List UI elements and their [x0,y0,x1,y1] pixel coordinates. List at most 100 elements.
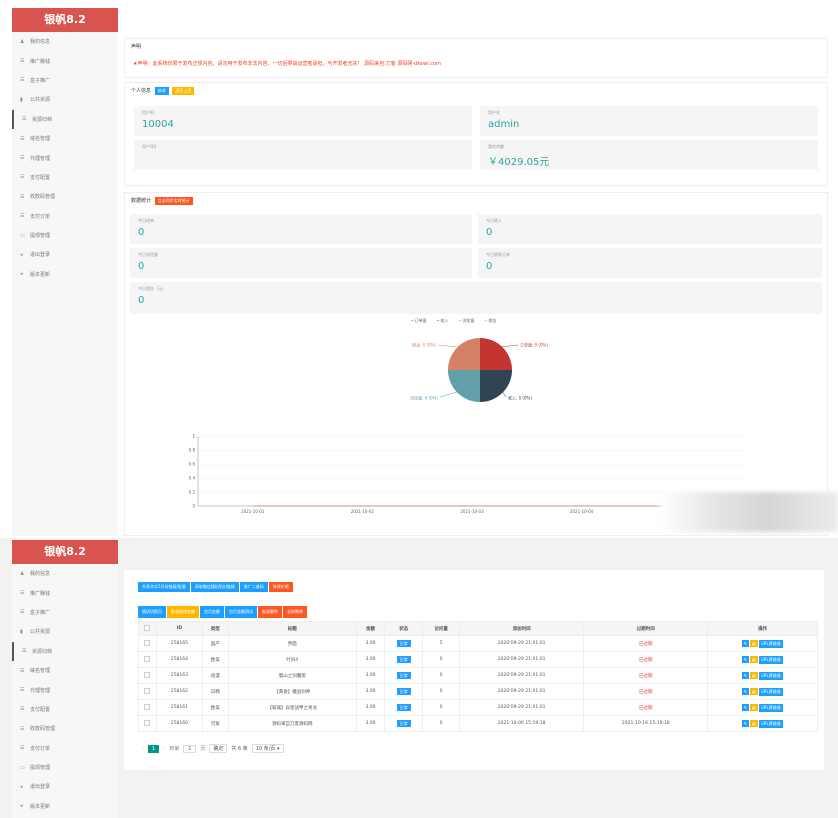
sidebar-item-2[interactable]: ☰ 盒子推广 [12,603,118,622]
sidebar-item-12[interactable]: ◂ 版本更新 [12,265,118,284]
pie-slice-2[interactable] [448,370,480,402]
row-checkbox[interactable] [144,655,151,662]
cell-7: 2020-09-29 21:01:01 [459,667,585,684]
pie-slice-0[interactable] [480,338,512,370]
sidebar-item-11[interactable]: ◂ 退出登录 [12,245,118,264]
pie-slice-1[interactable] [480,370,512,402]
prev-page-button[interactable]: ‹ [142,745,144,752]
trash-icon[interactable]: ▦ [749,639,758,647]
sidebar-item-9[interactable]: ☰ 支付订单 [12,739,118,758]
status-badge[interactable]: 正常 [396,655,411,663]
sidebar-item-4[interactable]: ☰ 资源归档 [12,109,118,129]
page-1-button[interactable]: 1 [148,744,160,753]
sidebar-item-1[interactable]: ☰ 推广赚钱 [12,51,118,70]
url-button[interactable]: URL原链接 [758,671,783,680]
stat-today-views: 今日浏览量 0 [130,248,472,278]
sidebar-item-12[interactable]: ◂ 版本更新 [12,797,118,816]
cell-3: 界面 [227,635,357,652]
url-button[interactable]: URL原链接 [758,703,783,712]
chart-legend[interactable]: ⊸ 订单量 ⊸ 收入 ⊸ 浏览量 ⊸ 佣金 [410,318,497,323]
trash-icon[interactable]: ▦ [749,719,758,727]
sidebar-item-3[interactable]: ▮ 公共资源 [12,90,118,109]
action-button-4[interactable]: 批量删除 [258,606,282,618]
sidebar-item-10[interactable]: ▭ 提现管理 [12,226,118,245]
sidebar-item-6[interactable]: ☰ 代理管理 [12,680,118,699]
edit-badge[interactable]: 修改 [154,87,169,95]
confirm-page-button[interactable]: 确定 [209,744,228,753]
pie-label-0: 订单量: 0 (0%) [520,342,548,348]
sidebar-item-1[interactable]: ☰ 推广赚钱 [12,583,118,602]
action-button-0[interactable]: 随机切换页 [138,606,166,618]
sidebar-item-5[interactable]: ☰ 域名管理 [12,661,118,680]
y-tick-label-0: 1 [192,434,195,439]
action-button-3[interactable]: 包月金额测试 [225,606,257,618]
sidebar-item-7[interactable]: ☰ 支付配置 [12,168,118,187]
select-all-checkbox[interactable] [144,624,151,631]
url-button[interactable]: URL原链接 [758,719,783,728]
sidebar-item-2[interactable]: ☰ 盒子推广 [12,71,118,90]
nav-icon: ☰ [20,706,25,713]
cell-2: 国产 [202,635,229,652]
sidebar-item-6[interactable]: ☰ 代理管理 [12,148,118,167]
action-button-1[interactable]: 批量修改金额 [167,606,199,618]
status-badge[interactable]: 正常 [396,703,411,711]
per-page-select[interactable]: 10 条/页 ▾ [251,744,284,753]
pie-slice-3[interactable] [448,338,480,370]
nav-icon: ☰ [20,687,25,694]
edit-icon[interactable]: ✎ [741,639,749,647]
page-input[interactable]: 1 [183,744,197,753]
sidebar-item-5[interactable]: ☰ 域名管理 [12,129,118,148]
trash-icon[interactable]: ▦ [749,671,758,679]
sidebar-item-4[interactable]: ☰ 资源归档 [12,641,118,661]
edit-icon[interactable]: ✎ [741,671,749,679]
trash-icon[interactable]: ▦ [749,655,758,663]
back-badge[interactable]: 返回上页 [172,87,195,95]
sidebar-item-9[interactable]: ☰ 支付订单 [12,207,118,226]
top-button-2[interactable]: 推广二维码 [239,582,268,592]
trash-icon[interactable]: ▦ [749,703,758,711]
edit-icon[interactable]: ✎ [741,687,749,695]
table-row: 258163 动漫 蜀山之剑魔斋 3.00 正常 0 2020-09-29 21:01:01… [138,667,818,684]
action-button-2[interactable]: 包月金额 [200,606,224,618]
sidebar-item-3[interactable]: ▮ 公共资源 [12,622,118,641]
edit-icon[interactable]: ✎ [741,703,749,711]
nav-label: 推广赚钱 [30,590,51,597]
edit-icon[interactable]: ✎ [741,719,749,727]
next-page-button[interactable]: › [163,745,166,752]
top-button-1[interactable]: 获取微信随机防封链接 [190,582,239,592]
stats-title: 数据统计 [131,198,152,204]
status-badge[interactable]: 正常 [396,671,411,679]
col-header-9: 操作 [707,621,818,636]
row-checkbox[interactable] [144,703,151,710]
row-checkbox[interactable] [144,639,151,646]
status-badge[interactable]: 正常 [396,687,411,695]
cell-8: 已过期 [583,699,709,716]
row-checkbox[interactable] [144,687,151,694]
sidebar-item-10[interactable]: ▭ 提现管理 [12,758,118,777]
trash-icon[interactable]: ▦ [749,687,758,695]
cell-7: 2020-09-29 21:01:01 [459,683,585,700]
sidebar-item-8[interactable]: ☰ 收款码管理 [12,187,118,206]
url-button[interactable]: URL原链接 [758,687,783,696]
pager: ‹ 1 › 到第 1 页 确定 共 6 条 10 条/页 ▾ [142,744,284,753]
edit-icon[interactable]: ✎ [741,655,749,663]
sidebar-item-0[interactable]: ♟ 我的信息 [12,32,118,51]
top-button-0[interactable]: 共享华丰5月份链接/批量 [138,582,190,592]
profile-title: 个人信息 修改 返回上页 [125,83,827,99]
status-badge[interactable]: 正常 [396,719,411,727]
sidebar-item-7[interactable]: ☰ 支付配置 [12,700,118,719]
status-badge[interactable]: 正常 [396,639,411,647]
row-checkbox[interactable] [144,671,151,678]
sidebar-item-11[interactable]: ◂ 退出登录 [12,777,118,796]
sync-badge[interactable]: 点击同步实时统计 [154,197,193,205]
action-button-5[interactable]: 全部删除 [283,606,307,618]
row-checkbox[interactable] [144,719,151,726]
url-button[interactable]: URL原链接 [758,639,783,648]
nav-label: 我的信息 [30,571,51,578]
sidebar-item-8[interactable]: ☰ 收款码管理 [12,719,118,738]
sidebar-item-0[interactable]: ♟ 我的信息 [12,564,118,583]
top-button-3[interactable]: 修改价格 [268,582,293,592]
url-button[interactable]: URL原链接 [758,655,783,664]
cell-0 [138,715,157,732]
stat-today-paid: 今日收款订单 0 [478,248,822,278]
